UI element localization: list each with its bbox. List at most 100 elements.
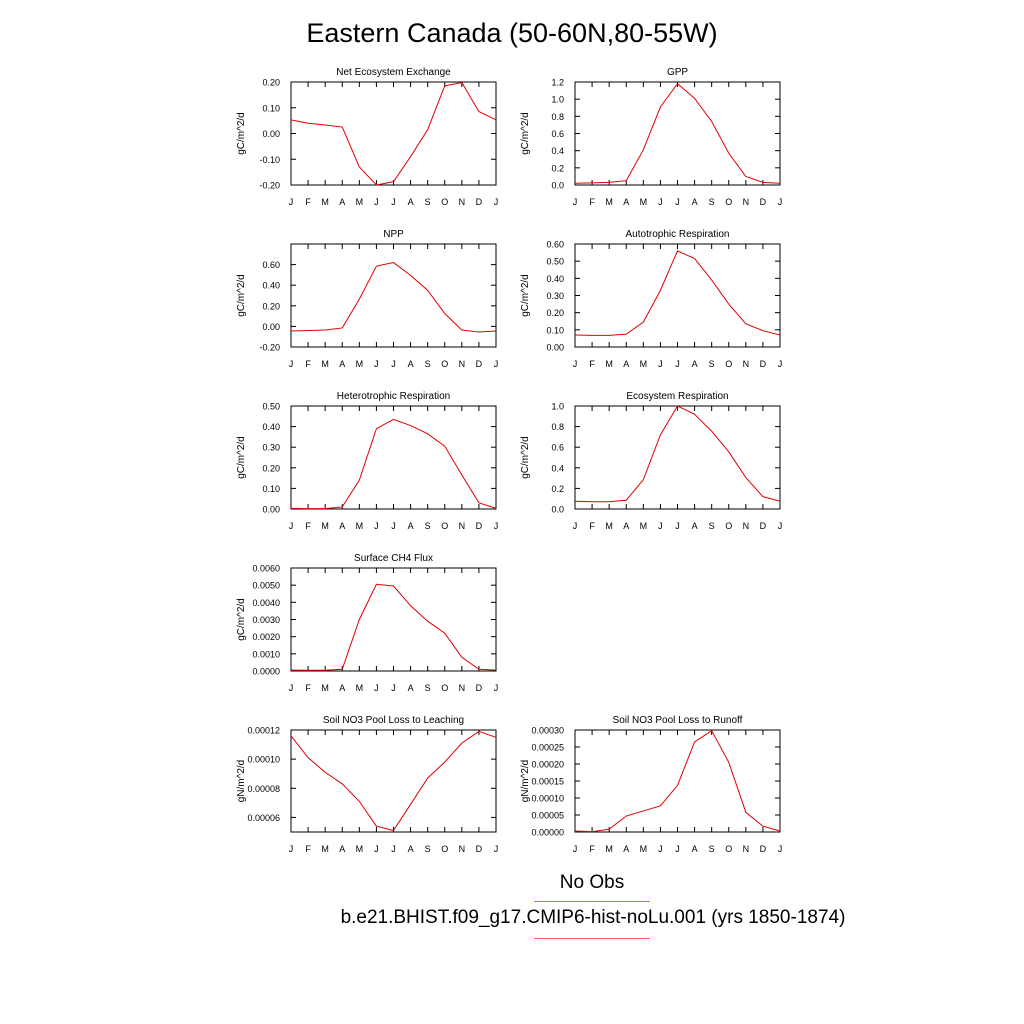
y-tick-label: 0.0010 [252, 649, 280, 659]
chart-title: Autotrophic Respiration [626, 229, 730, 240]
y-tick-label: 1.2 [551, 78, 564, 88]
x-tick-label: M [605, 359, 613, 369]
chart-title: Net Ecosystem Exchange [336, 67, 451, 78]
x-tick-label: A [339, 844, 345, 854]
x-tick-label: A [692, 844, 698, 854]
x-tick-label: M [640, 521, 648, 531]
x-tick-label: N [459, 359, 466, 369]
chart-title: Surface CH4 Flux [354, 553, 433, 564]
legend-case-label: b.e21.BHIST.f09_g17.CMIP6-hist-noLu.001 … [340, 907, 846, 928]
x-tick-label: O [725, 521, 732, 531]
y-tick-label: 0.6 [551, 129, 564, 139]
x-tick-label: N [459, 683, 466, 693]
x-tick-label: F [589, 359, 595, 369]
y-tick-label: 0.20 [262, 463, 280, 473]
x-tick-label: M [356, 683, 364, 693]
x-tick-label: A [692, 359, 698, 369]
x-tick-label: M [356, 844, 364, 854]
x-tick-label: F [305, 844, 311, 854]
x-tick-label: M [321, 197, 329, 207]
plot-frame [290, 567, 497, 672]
x-tick-label: M [356, 197, 364, 207]
plot-frame [574, 729, 781, 833]
x-tick-label: A [623, 844, 629, 854]
x-tick-label: A [623, 521, 629, 531]
x-tick-label: F [589, 844, 595, 854]
chart-panel: Soil NO3 Pool Loss to Leaching gN/m^2/d J F… [236, 715, 498, 854]
x-tick-label: J [573, 844, 578, 854]
y-tick-label: 0.0020 [252, 632, 280, 642]
y-axis-label: gN/m^2/d [236, 760, 247, 803]
y-tick-label: 0.0 [551, 505, 564, 515]
y-tick-label: 0.40 [262, 422, 280, 432]
legend-obs-line [534, 901, 650, 902]
y-tick-label: 0.00015 [531, 777, 564, 787]
chart-title: GPP [667, 67, 688, 78]
x-tick-label: J [494, 521, 499, 531]
x-tick-label: J [675, 521, 680, 531]
x-tick-label: M [321, 521, 329, 531]
x-tick-label: J [374, 197, 379, 207]
x-tick-label: O [441, 359, 448, 369]
x-tick-label: J [374, 359, 379, 369]
y-axis-label: gC/m^2/d [520, 112, 531, 155]
y-tick-label: 0.00 [546, 343, 564, 353]
y-tick-label: 0.00010 [247, 755, 280, 765]
plot-frame [290, 81, 497, 186]
x-tick-label: J [391, 521, 396, 531]
x-tick-label: D [476, 521, 483, 531]
legend-obs-label: No Obs [559, 872, 625, 893]
x-tick-label: J [391, 683, 396, 693]
x-tick-label: J [778, 521, 783, 531]
y-tick-label: 0.4 [551, 146, 564, 156]
x-tick-label: F [305, 521, 311, 531]
x-tick-label: A [408, 197, 414, 207]
x-tick-label: J [675, 844, 680, 854]
x-tick-label: J [391, 197, 396, 207]
y-axis-label: gC/m^2/d [236, 112, 247, 155]
x-tick-label: S [709, 521, 715, 531]
x-tick-label: M [321, 844, 329, 854]
x-tick-label: J [374, 521, 379, 531]
x-tick-label: D [760, 197, 767, 207]
x-tick-label: N [459, 197, 466, 207]
y-tick-label: 0.60 [262, 260, 280, 270]
plot-frame [290, 729, 497, 833]
series-line [290, 81, 497, 186]
y-tick-label: 0.20 [262, 301, 280, 311]
series-line [290, 730, 497, 832]
x-tick-label: O [725, 359, 732, 369]
x-tick-label: M [321, 359, 329, 369]
x-tick-label: M [640, 359, 648, 369]
x-tick-label: J [374, 844, 379, 854]
x-tick-label: N [743, 844, 750, 854]
chart-title: Soil NO3 Pool Loss to Leaching [323, 715, 464, 726]
x-tick-label: O [441, 844, 448, 854]
y-tick-label: 0.0050 [252, 581, 280, 591]
x-tick-label: J [658, 359, 663, 369]
x-tick-label: N [743, 197, 750, 207]
y-tick-label: 0.50 [262, 402, 280, 412]
x-tick-label: M [356, 521, 364, 531]
x-tick-label: A [408, 844, 414, 854]
x-tick-label: D [476, 683, 483, 693]
y-axis-label: gC/m^2/d [520, 274, 531, 317]
chart-title: NPP [383, 229, 404, 240]
series-line [574, 82, 781, 184]
x-tick-label: J [494, 359, 499, 369]
y-axis-label: gC/m^2/d [236, 436, 247, 479]
x-tick-label: A [623, 197, 629, 207]
plot-frame [574, 243, 781, 348]
x-tick-label: A [408, 683, 414, 693]
x-tick-label: J [658, 521, 663, 531]
y-tick-label: 0.00025 [531, 743, 564, 753]
x-tick-label: F [305, 683, 311, 693]
y-axis-label: gC/m^2/d [520, 436, 531, 479]
y-tick-label: 0.0 [551, 181, 564, 191]
plot-frame [574, 81, 781, 186]
x-tick-label: F [305, 359, 311, 369]
y-tick-label: 0.20 [546, 308, 564, 318]
